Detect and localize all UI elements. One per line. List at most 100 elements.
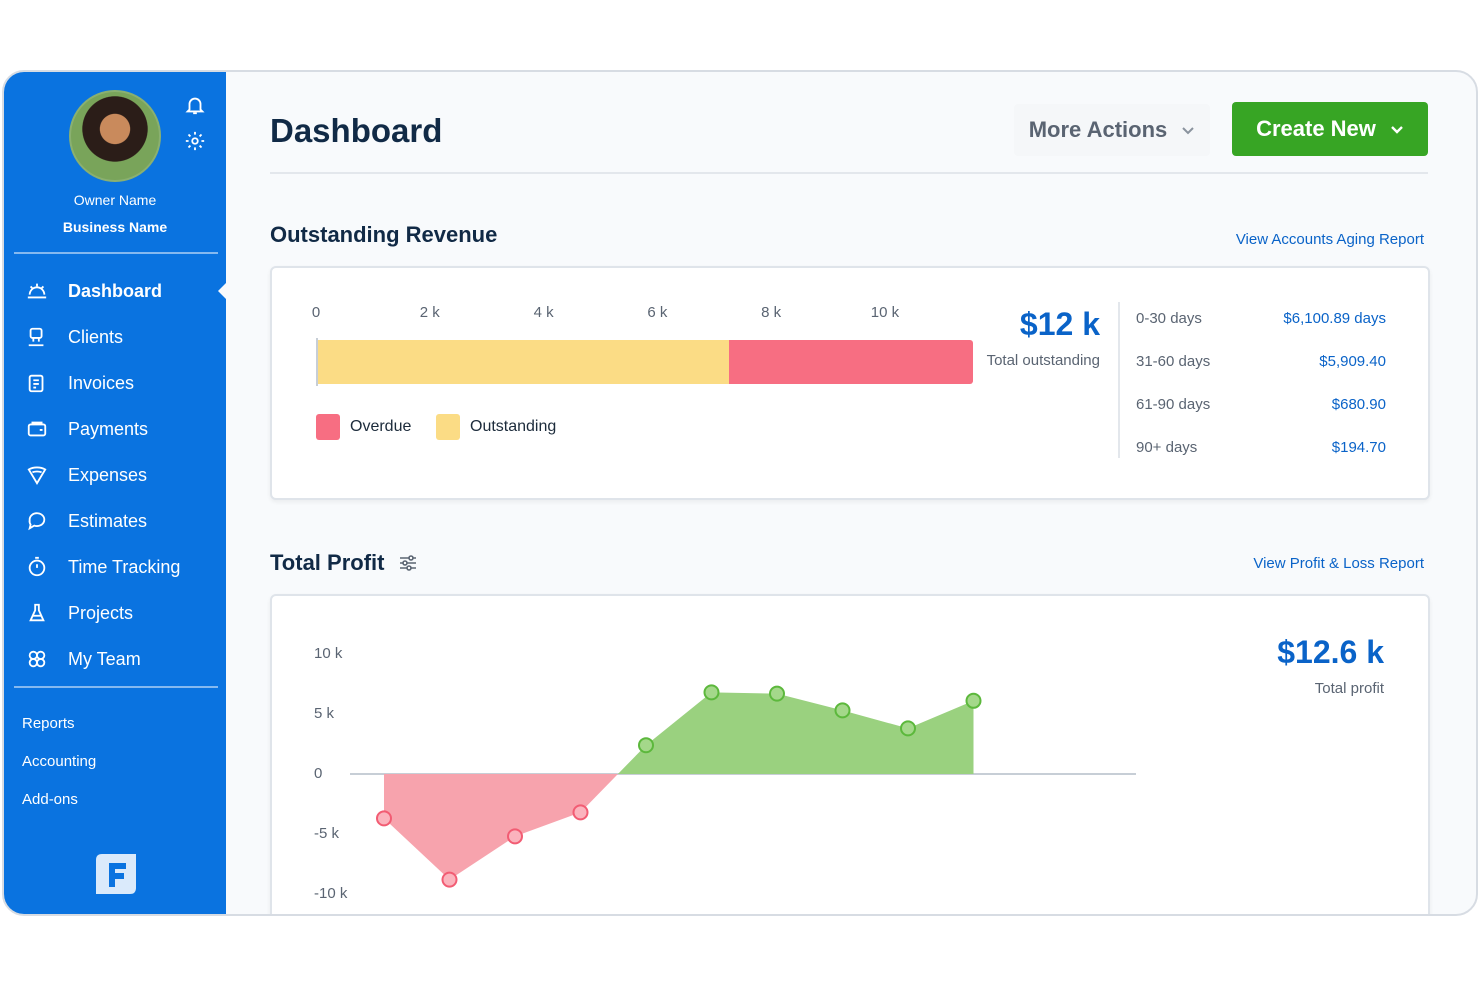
profit-data-point[interactable] [441,871,458,888]
overdue-swatch [316,414,340,440]
profit-negative-area [384,774,618,880]
chevron-down-icon [1182,127,1194,135]
y-tick-label: 0 [314,765,323,782]
page-title: Dashboard [270,112,443,149]
aging-label: 61-90 days [1136,396,1211,413]
more-actions-dropdown[interactable]: More Actions [1014,104,1210,156]
sidebar-item-label: Estimates [68,510,148,531]
business-name: Business Name [62,219,168,235]
estimates-icon [28,512,46,531]
sidebar-item-time-tracking[interactable]: Time Tracking [4,544,226,590]
y-tick-label: 5 k [314,705,335,722]
payments-icon [27,421,47,437]
outstanding-revenue-title: Outstanding Revenue [270,222,497,248]
main-content: Dashboard More Actions Create New Outsta… [226,72,1476,914]
aging-row: 31-60 days $5,909.40 [1136,353,1386,370]
revenue-axis-line [316,338,318,386]
projects-icon [29,603,45,622]
bar-outstanding[interactable] [316,340,729,384]
freshbooks-logo-icon[interactable] [92,850,140,898]
profit-data-point[interactable] [834,702,851,719]
section-title-text: Total Profit [270,550,385,575]
total-profit-card: 10 k 5 k 0 -5 k -10 k $12.6 k Total profit [270,594,1430,914]
aging-row: 0-30 days $6,100.89 days [1136,310,1386,327]
y-tick-label: -5 k [314,825,340,842]
sidebar-item-label: Time Tracking [68,556,181,577]
x-tick-label: 10 k [870,304,900,321]
sidebar-item-invoices[interactable]: Invoices [4,360,226,406]
gear-icon[interactable] [184,130,206,152]
aging-label: 31-60 days [1136,353,1211,370]
legend-label: Overdue [350,418,412,435]
view-profit-loss-report-link[interactable]: View Profit & Loss Report [1253,555,1424,572]
x-tick-label: 4 k [533,304,554,321]
x-tick-label: 8 k [761,304,782,321]
aging-value: $6,100.89 days [1283,310,1386,327]
profit-data-point[interactable] [376,810,392,827]
profit-data-point[interactable] [572,804,589,821]
clients-icon [28,327,44,347]
legend-overdue: Overdue [316,414,411,440]
bar-overdue[interactable] [728,340,974,384]
invoices-icon [28,374,44,393]
profit-data-point[interactable] [638,737,654,754]
sidebar: Owner Name Business Name Dashboard Clien… [4,72,227,914]
profit-chart [350,684,1136,888]
total-outstanding-caption: Total outstanding [986,352,1100,369]
section-title-text: Outstanding Revenue [270,222,498,247]
create-new-label: Create New [1256,116,1376,141]
x-tick-label: 6 k [647,304,668,321]
sidebar-item-label: Invoices [68,372,135,393]
sidebar-item-payments[interactable]: Payments [4,406,226,452]
profit-data-point[interactable] [965,692,982,709]
header-divider [270,172,1428,174]
sidebar-item-label: Projects [68,602,134,623]
sidebar-item-label: Payments [68,418,149,439]
sidebar-link-reports[interactable]: Reports [22,714,75,732]
sidebar-item-label: Clients [68,326,124,347]
x-tick-label: 0 [311,304,321,321]
sidebar-item-my-team[interactable]: My Team [4,636,226,682]
legend-label: Outstanding [470,418,557,435]
view-accounts-aging-report-link[interactable]: View Accounts Aging Report [1235,231,1424,248]
sidebar-item-expenses[interactable]: Expenses [4,452,226,498]
profit-data-point[interactable] [769,685,785,702]
avatar[interactable] [69,90,161,182]
total-profit-value: $12.6 k [1277,634,1384,670]
total-outstanding-value: $12 k [1019,306,1100,342]
total-profit-title: Total Profit [270,550,418,576]
x-tick-label: 2 k [419,304,440,321]
bell-icon[interactable] [184,94,206,116]
profit-data-point[interactable] [507,828,523,845]
sidebar-item-estimates[interactable]: Estimates [4,498,226,544]
sidebar-divider [14,686,218,688]
create-new-button[interactable]: Create New [1232,102,1428,156]
owner-name: Owner Name [73,192,157,208]
expenses-icon [27,466,47,486]
team-icon [28,650,46,668]
y-tick-label: 10 k [314,645,343,662]
sidebar-link-add-ons[interactable]: Add-ons [22,790,78,808]
chevron-down-icon [1391,126,1403,134]
profit-data-point[interactable] [900,720,916,737]
sidebar-link-accounting[interactable]: Accounting [22,752,97,770]
sidebar-item-label: My Team [68,648,141,669]
y-tick-label: -10 k [314,885,348,902]
sliders-icon[interactable] [398,553,418,573]
outstanding-revenue-card: 0 2 k 4 k 6 k 8 k 10 k Overdue Outstanding $1… [270,266,1430,500]
aging-value: $680.90 [1331,396,1386,413]
total-profit-caption: Total profit [1314,680,1384,697]
sidebar-item-dashboard[interactable]: Dashboard [4,268,227,314]
profit-positive-area [617,692,974,774]
app-window: Owner Name Business Name Dashboard Clien… [2,70,1478,916]
sidebar-item-projects[interactable]: Projects [4,590,226,636]
sidebar-item-clients[interactable]: Clients [4,314,226,360]
aging-row: 90+ days $194.70 [1136,439,1386,456]
outstanding-swatch [436,414,460,440]
sidebar-item-label: Expenses [68,464,148,485]
stopwatch-icon [28,556,46,577]
profit-data-point[interactable] [703,684,720,701]
sidebar-item-label: Dashboard [68,280,163,301]
sidebar-secondary-nav: Reports Accounting Add-ons [22,704,96,818]
sidebar-nav: Dashboard Clients Invoices Payments Expe… [4,268,227,682]
